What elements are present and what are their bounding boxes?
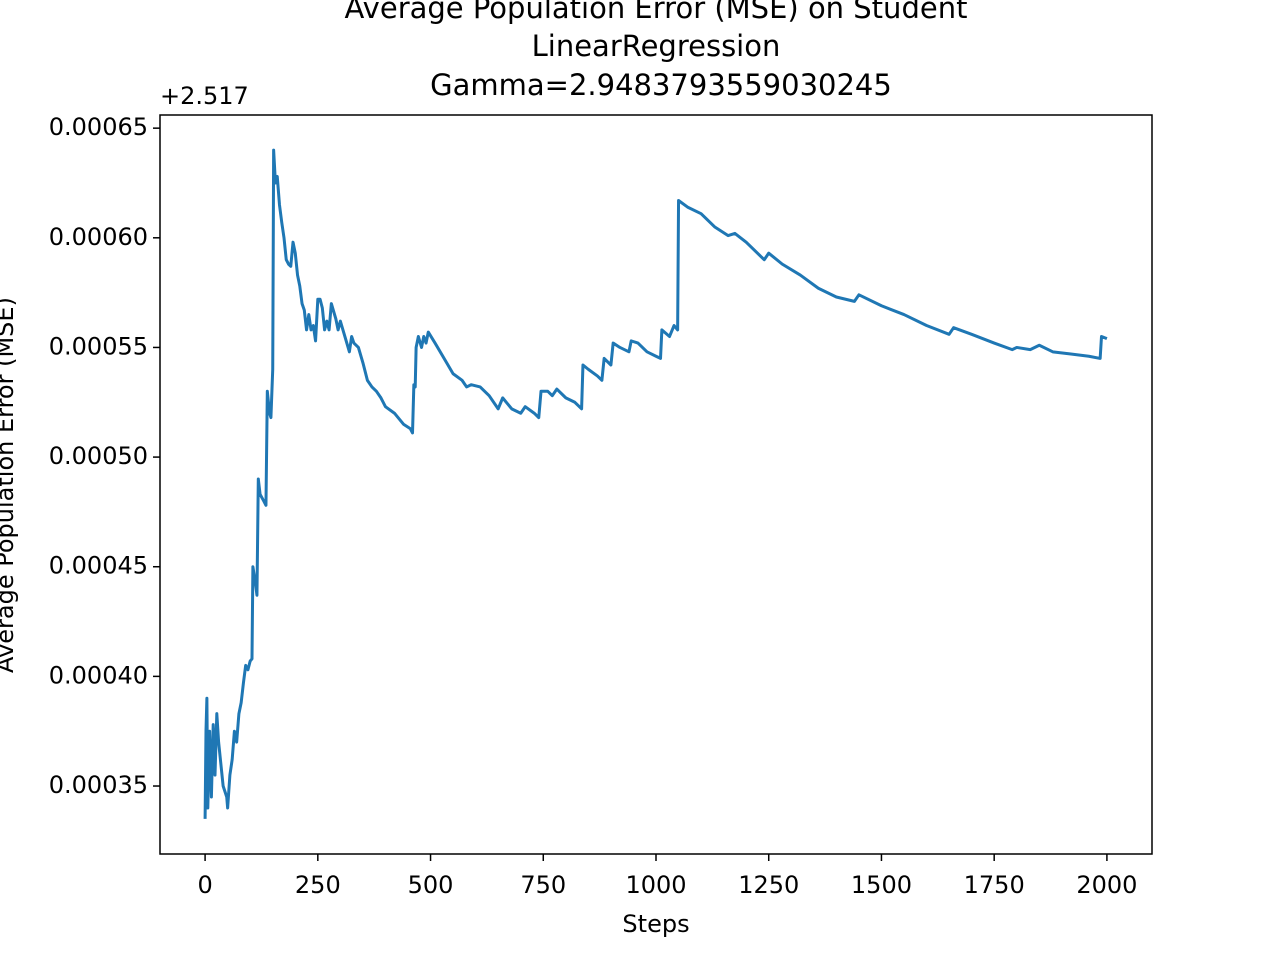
chart-title: LinearRegression (532, 29, 781, 63)
x-axis-label: Steps (622, 910, 689, 938)
chart-title: Average Population Error (MSE) on Studen… (345, 0, 968, 25)
x-tick-label: 1750 (964, 871, 1025, 899)
y-offset-label: +2.517 (160, 82, 249, 110)
y-tick-label: 0.00045 (49, 552, 148, 580)
x-tick-label: 1000 (625, 871, 686, 899)
y-tick-label: 0.00050 (49, 442, 148, 470)
y-tick-label: 0.00055 (49, 332, 148, 360)
y-tick-label: 0.00040 (49, 661, 148, 689)
x-tick-label: 2000 (1076, 871, 1137, 899)
data-line (203, 148, 1108, 819)
x-tick-label: 250 (295, 871, 341, 899)
plot-frame (159, 114, 1153, 855)
x-tick-label: 1500 (851, 871, 912, 899)
y-tick-label: 0.00035 (49, 771, 148, 799)
chart-title: Gamma=2.9483793559030245 (430, 68, 892, 102)
x-tick-label: 500 (408, 871, 454, 899)
y-tick-label: 0.00065 (49, 113, 148, 141)
y-tick-label: 0.00060 (49, 223, 148, 251)
x-tick-label: 750 (520, 871, 566, 899)
x-tick-label: 1250 (738, 871, 799, 899)
y-axis-label: Average Population Error (MSE) (0, 297, 19, 673)
x-tick-label: 0 (197, 871, 212, 899)
